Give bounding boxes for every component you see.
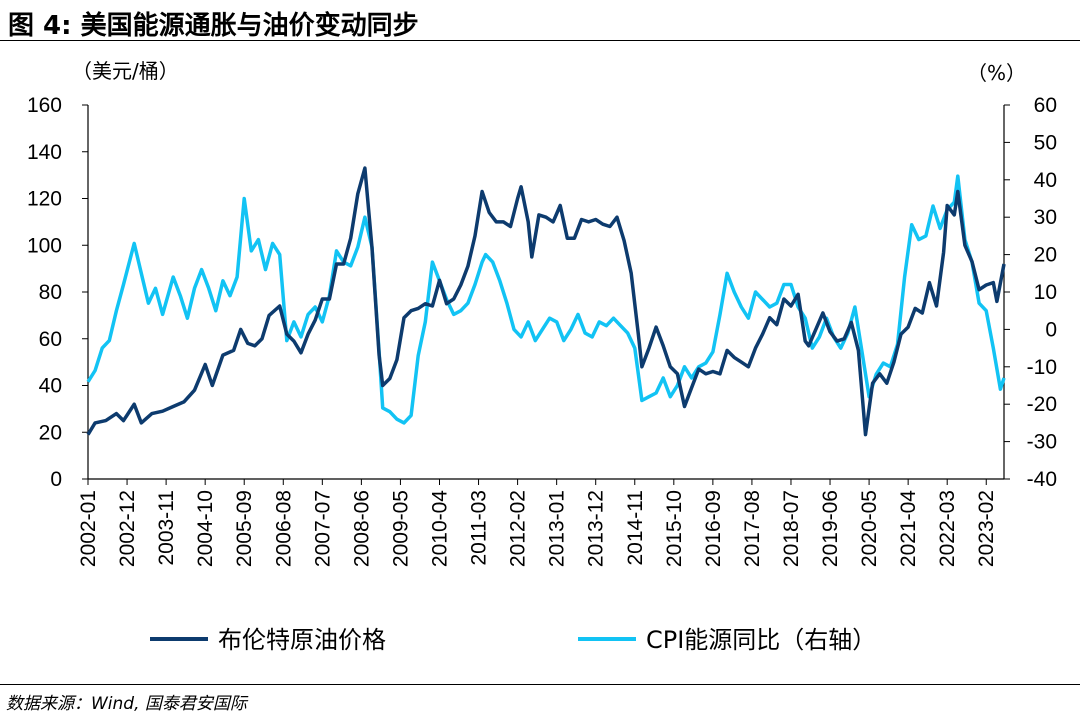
left-tick-label: 60 [39,328,62,351]
right-tick-label: -10 [1027,356,1057,379]
x-tick-label: 2003-11 [155,490,178,566]
legend-label: 布伦特原油价格 [218,626,386,654]
chart-title: 图 4: 美国能源通胀与油价变动同步 [8,11,419,41]
right-axis-unit: （%） [967,61,1026,85]
x-tick-label: 2014-11 [624,490,647,566]
right-tick-label: 0 [1045,318,1057,341]
right-tick-label: -40 [1027,468,1057,491]
axes [82,104,1010,485]
x-tick-label: 2002-12 [116,490,139,567]
left-tick-label: 0 [50,468,62,491]
x-tick-label: 2004-10 [194,490,217,567]
x-tick-label: 2021-04 [897,490,920,567]
right-tick-label: 10 [1034,281,1057,304]
left-tick-label: 120 [27,188,62,211]
x-tick-label: 2009-05 [389,490,412,567]
x-tick-label: 2007-07 [311,490,334,567]
left-tick-label: 20 [39,421,62,444]
x-tick-label: 2002-01 [77,490,100,567]
x-tick-label: 2013-12 [585,490,608,567]
x-tick-label: 2005-09 [233,490,256,567]
x-tick-label: 2016-09 [702,490,725,567]
x-tick-label: 2013-01 [546,490,569,567]
cpi-energy-line [86,174,1006,425]
x-tick-label: 2019-06 [819,490,842,567]
left-tick-label: 80 [39,281,62,304]
x-tick-label: 2012-02 [507,490,530,567]
right-tick-label: -30 [1027,431,1057,454]
right-tick-label: 20 [1034,244,1057,267]
x-tick-label: 2010-04 [428,490,451,567]
right-tick-label: 40 [1034,169,1057,192]
x-tick-label: 2008-06 [350,490,373,567]
oil-price-line [86,166,1006,437]
x-tick-label: 2011-03 [468,490,491,566]
series-lines [86,166,1006,437]
legend-label: CPI能源同比（右轴） [646,626,876,654]
left-axis-unit: （美元/桶） [72,59,179,83]
left-tick-label: 160 [27,94,62,117]
chart-canvas: 0 20 40 60 80 100 120 140 160 -40 -30 -20 -10 0 10 20 30… [27,59,1057,654]
source-divider [0,684,1080,685]
left-tick-label: 140 [27,141,62,164]
right-tick-label: 50 [1034,131,1057,154]
tick-labels: 0 20 40 60 80 100 120 140 160 -40 -30 -20 -10 0 10 20 30… [27,94,1057,567]
left-tick-label: 40 [39,375,62,398]
right-tick-label: 30 [1034,206,1057,229]
x-tick-label: 2023-02 [975,490,998,567]
right-tick-label: -20 [1027,393,1057,416]
x-tick-label: 2022-03 [936,490,959,567]
legend: 布伦特原油价格 CPI能源同比（右轴） [150,626,876,654]
title-bar: 图 4: 美国能源通胀与油价变动同步 [0,0,1080,41]
x-tick-label: 2006-08 [272,490,295,567]
right-tick-label: 60 [1034,94,1057,117]
x-tick-label: 2018-07 [780,490,803,567]
source-note: 数据来源：Wind, 国泰君安国际 [6,694,247,714]
x-tick-label: 2015-10 [663,490,686,567]
x-tick-label: 2020-05 [858,490,881,567]
left-tick-label: 100 [27,234,62,257]
x-tick-label: 2017-08 [741,490,764,567]
